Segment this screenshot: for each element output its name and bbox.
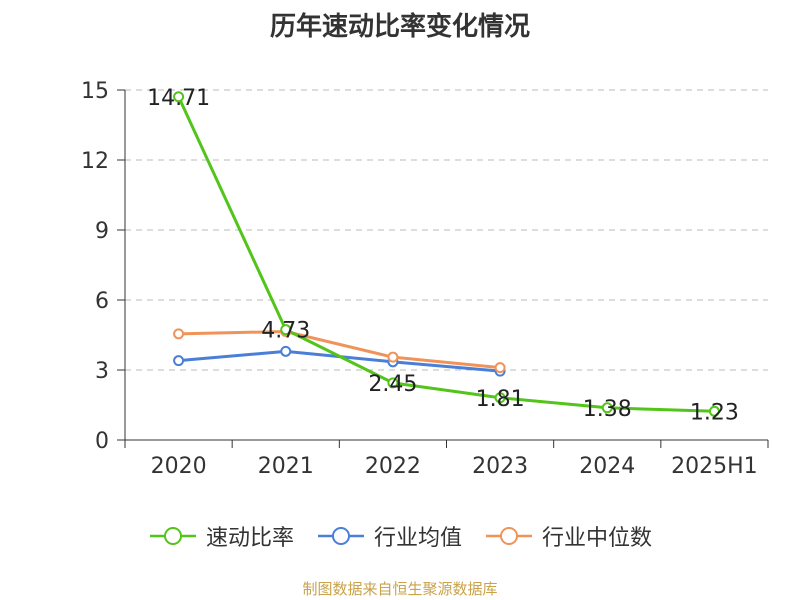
x-tick-label: 2023: [472, 454, 528, 479]
data-point: [601, 402, 613, 414]
series-line: [177, 96, 715, 413]
legend-item-industry-mean[interactable]: 行业均值: [316, 520, 462, 552]
data-point: [708, 405, 720, 417]
legend-line-icon: [317, 527, 364, 545]
data-point: [387, 377, 399, 389]
legend-item-quick-ratio[interactable]: 速动比率: [148, 520, 294, 552]
y-tick-label: 6: [95, 289, 109, 314]
data-source-note: 制图数据来自恒生聚源数据库: [302, 580, 498, 598]
data-point: [280, 345, 292, 357]
data-label: 2.45: [368, 372, 417, 397]
y-tick-label: 15: [81, 79, 109, 104]
legend-line-icon: [149, 527, 196, 545]
y-tick-label: 0: [95, 429, 109, 454]
x-tick-label: 2021: [258, 454, 314, 479]
data-point: [280, 324, 292, 336]
x-tick-label: 2025H1: [671, 454, 758, 479]
chart-legend: 速动比率 行业均值 行业中位数: [0, 520, 800, 552]
x-tick-label: 2020: [151, 454, 207, 479]
data-label: 1.81: [476, 387, 525, 412]
data-label: 1.23: [690, 400, 739, 425]
legend-item-industry-median[interactable]: 行业中位数: [484, 520, 652, 552]
legend-line-icon: [486, 527, 532, 545]
data-point: [173, 91, 185, 103]
data-label: 14.71: [147, 86, 210, 111]
legend-label: 行业均值: [373, 526, 462, 551]
y-tick-label: 12: [81, 149, 109, 174]
data-point: [387, 351, 399, 363]
data-label: 4.73: [261, 319, 310, 344]
data-point: [494, 362, 506, 374]
y-tick-label: 3: [95, 359, 109, 384]
x-tick-label: 2022: [365, 454, 421, 479]
chart-title: 历年速动比率变化情况: [269, 12, 530, 42]
data-label: 1.38: [583, 397, 632, 422]
y-tick-label: 9: [95, 219, 109, 244]
data-point: [173, 355, 185, 367]
series-line: [178, 330, 501, 370]
data-point: [173, 328, 185, 340]
series-line: [178, 349, 501, 373]
data-point: [494, 392, 506, 404]
legend-label: 行业中位数: [542, 526, 653, 551]
x-tick-label: 2024: [579, 454, 635, 479]
legend-label: 速动比率: [205, 526, 294, 551]
